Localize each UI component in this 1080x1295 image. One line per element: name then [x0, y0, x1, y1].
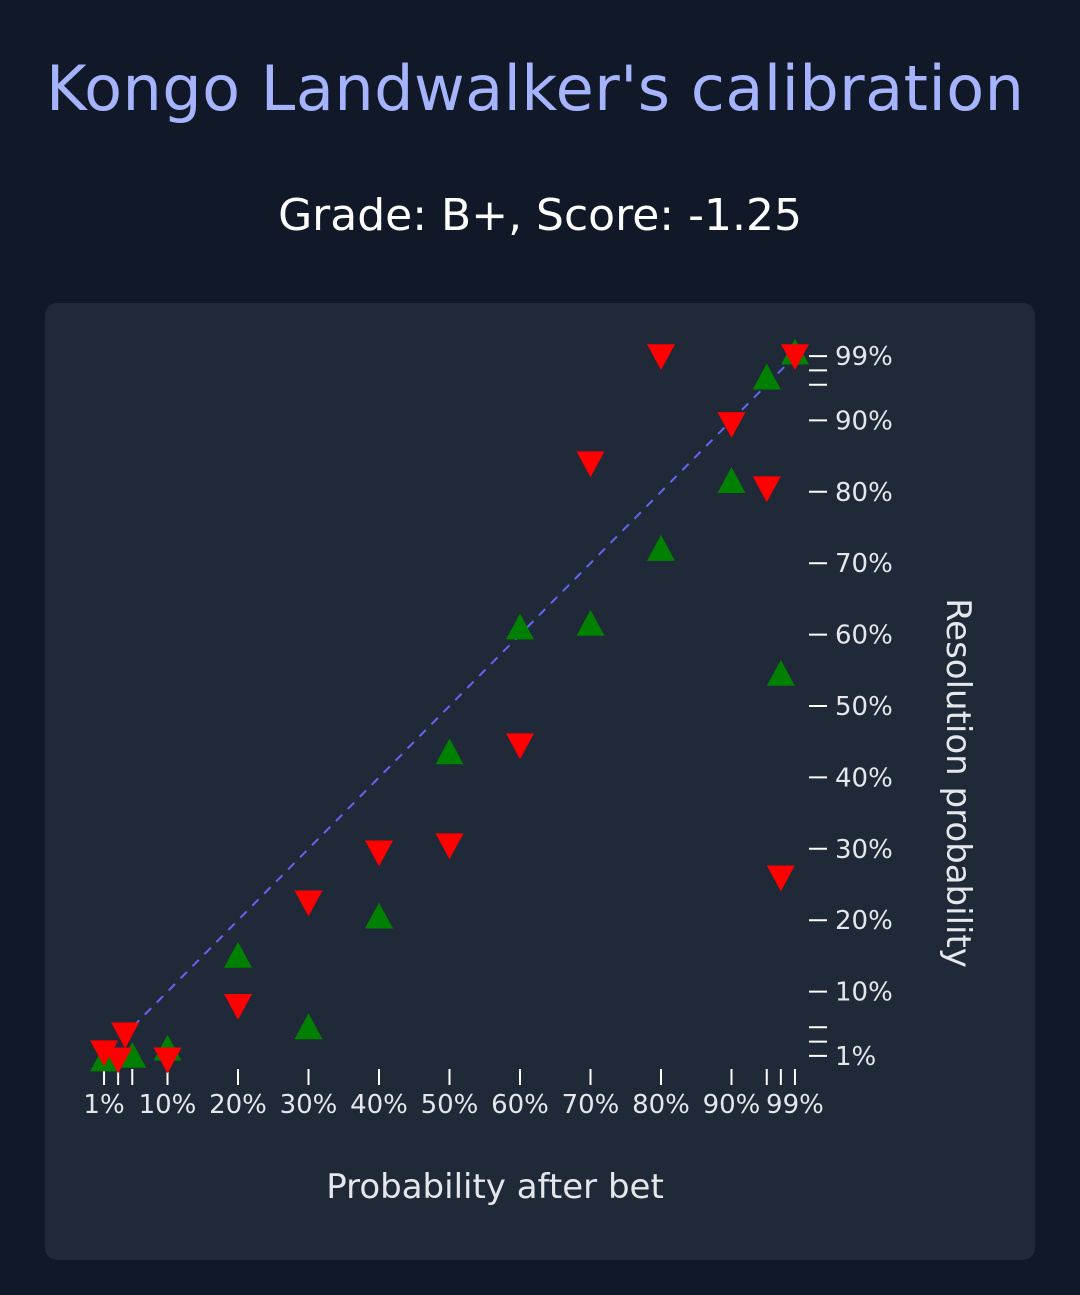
no-resolution-marker: [90, 1040, 119, 1067]
perfect-calibration-line: [96, 348, 803, 1064]
no-resolution-marker: [647, 344, 675, 371]
y-tick-label: 80%: [835, 478, 893, 508]
y-tick-label: 90%: [835, 406, 893, 436]
yes-resolution-marker: [118, 1041, 147, 1068]
no-resolution-marker: [506, 733, 534, 760]
yes-resolution-marker: [365, 902, 393, 929]
no-resolution-marker: [717, 412, 746, 438]
x-tick-label: 50%: [421, 1090, 479, 1120]
y-tick-label: 10%: [835, 978, 893, 1008]
no-resolution-marker: [780, 344, 809, 371]
no-resolution-marker: [435, 833, 464, 860]
x-tick-label: 90%: [703, 1090, 761, 1120]
x-axis-title: Probability after bet: [326, 1167, 664, 1207]
y-tick-label: 1%: [835, 1042, 876, 1072]
y-tick-label: 40%: [835, 763, 893, 793]
x-tick-label: 20%: [209, 1090, 267, 1120]
calibration-chart: 1% 10% 20% 30% 40% 50% 60% 70% 80% 90% 99% 1% 10% 20…: [45, 303, 1035, 1260]
yes-resolution-marker: [435, 738, 464, 765]
x-tick-label: 40%: [350, 1090, 408, 1120]
calibration-plot-svg: 1% 10% 20% 30% 40% 50% 60% 70% 80% 90% 99% 1%10%20…: [83, 338, 978, 1207]
page-title: Kongo Landwalker's calibration: [46, 52, 1025, 125]
no-resolution-marker: [224, 993, 252, 1020]
yes-resolution-marker: [576, 609, 605, 636]
grade-score-subtitle: Grade: B+, Score: -1.25: [278, 190, 802, 241]
x-tick-label: 70%: [562, 1090, 620, 1120]
y-tick-label: 20%: [835, 906, 893, 936]
yes-resolution-marker: [717, 467, 746, 493]
x-tick-label: 60%: [491, 1090, 549, 1120]
y-axis-title: Resolution probability: [938, 598, 978, 968]
x-tick-label: 80%: [632, 1090, 690, 1120]
no-resolution-marker: [576, 451, 605, 478]
y-tick-label: 99%: [835, 342, 893, 372]
yes-resolution-marker: [224, 941, 252, 968]
y-tick-label: 60%: [835, 621, 893, 651]
y-tick-label: 50%: [835, 692, 893, 722]
yes-resolution-marker: [294, 1013, 323, 1040]
x-tick-label: 10%: [139, 1090, 197, 1120]
yes-resolution-marker: [766, 659, 795, 686]
x-axis: 1% 10% 20% 30% 40% 50% 60% 70% 80% 90% 99%: [83, 1069, 824, 1120]
yes-resolution-marker: [506, 613, 534, 640]
y-tick-label: 70%: [835, 549, 893, 579]
y-axis: 1% 10% 20% 30% 40% 50% 60% 70% 80% 90% 99%: [809, 342, 893, 1072]
yes-resolution-marker: [647, 534, 675, 561]
y-tick-label: 30%: [835, 835, 893, 865]
no-resolution-marker: [294, 890, 323, 917]
x-tick-label: 30%: [280, 1090, 338, 1120]
no-resolution-marker: [766, 865, 795, 892]
x-tick-label: 1%: [83, 1090, 124, 1120]
no-resolution-marker: [365, 840, 393, 867]
data-points: [90, 338, 809, 1074]
yes-resolution-marker: [752, 363, 781, 390]
no-resolution-marker: [111, 1022, 140, 1049]
x-tick-label: 99%: [766, 1090, 824, 1120]
no-resolution-marker: [104, 1047, 133, 1074]
no-resolution-marker: [153, 1047, 182, 1074]
no-resolution-marker: [752, 476, 781, 503]
